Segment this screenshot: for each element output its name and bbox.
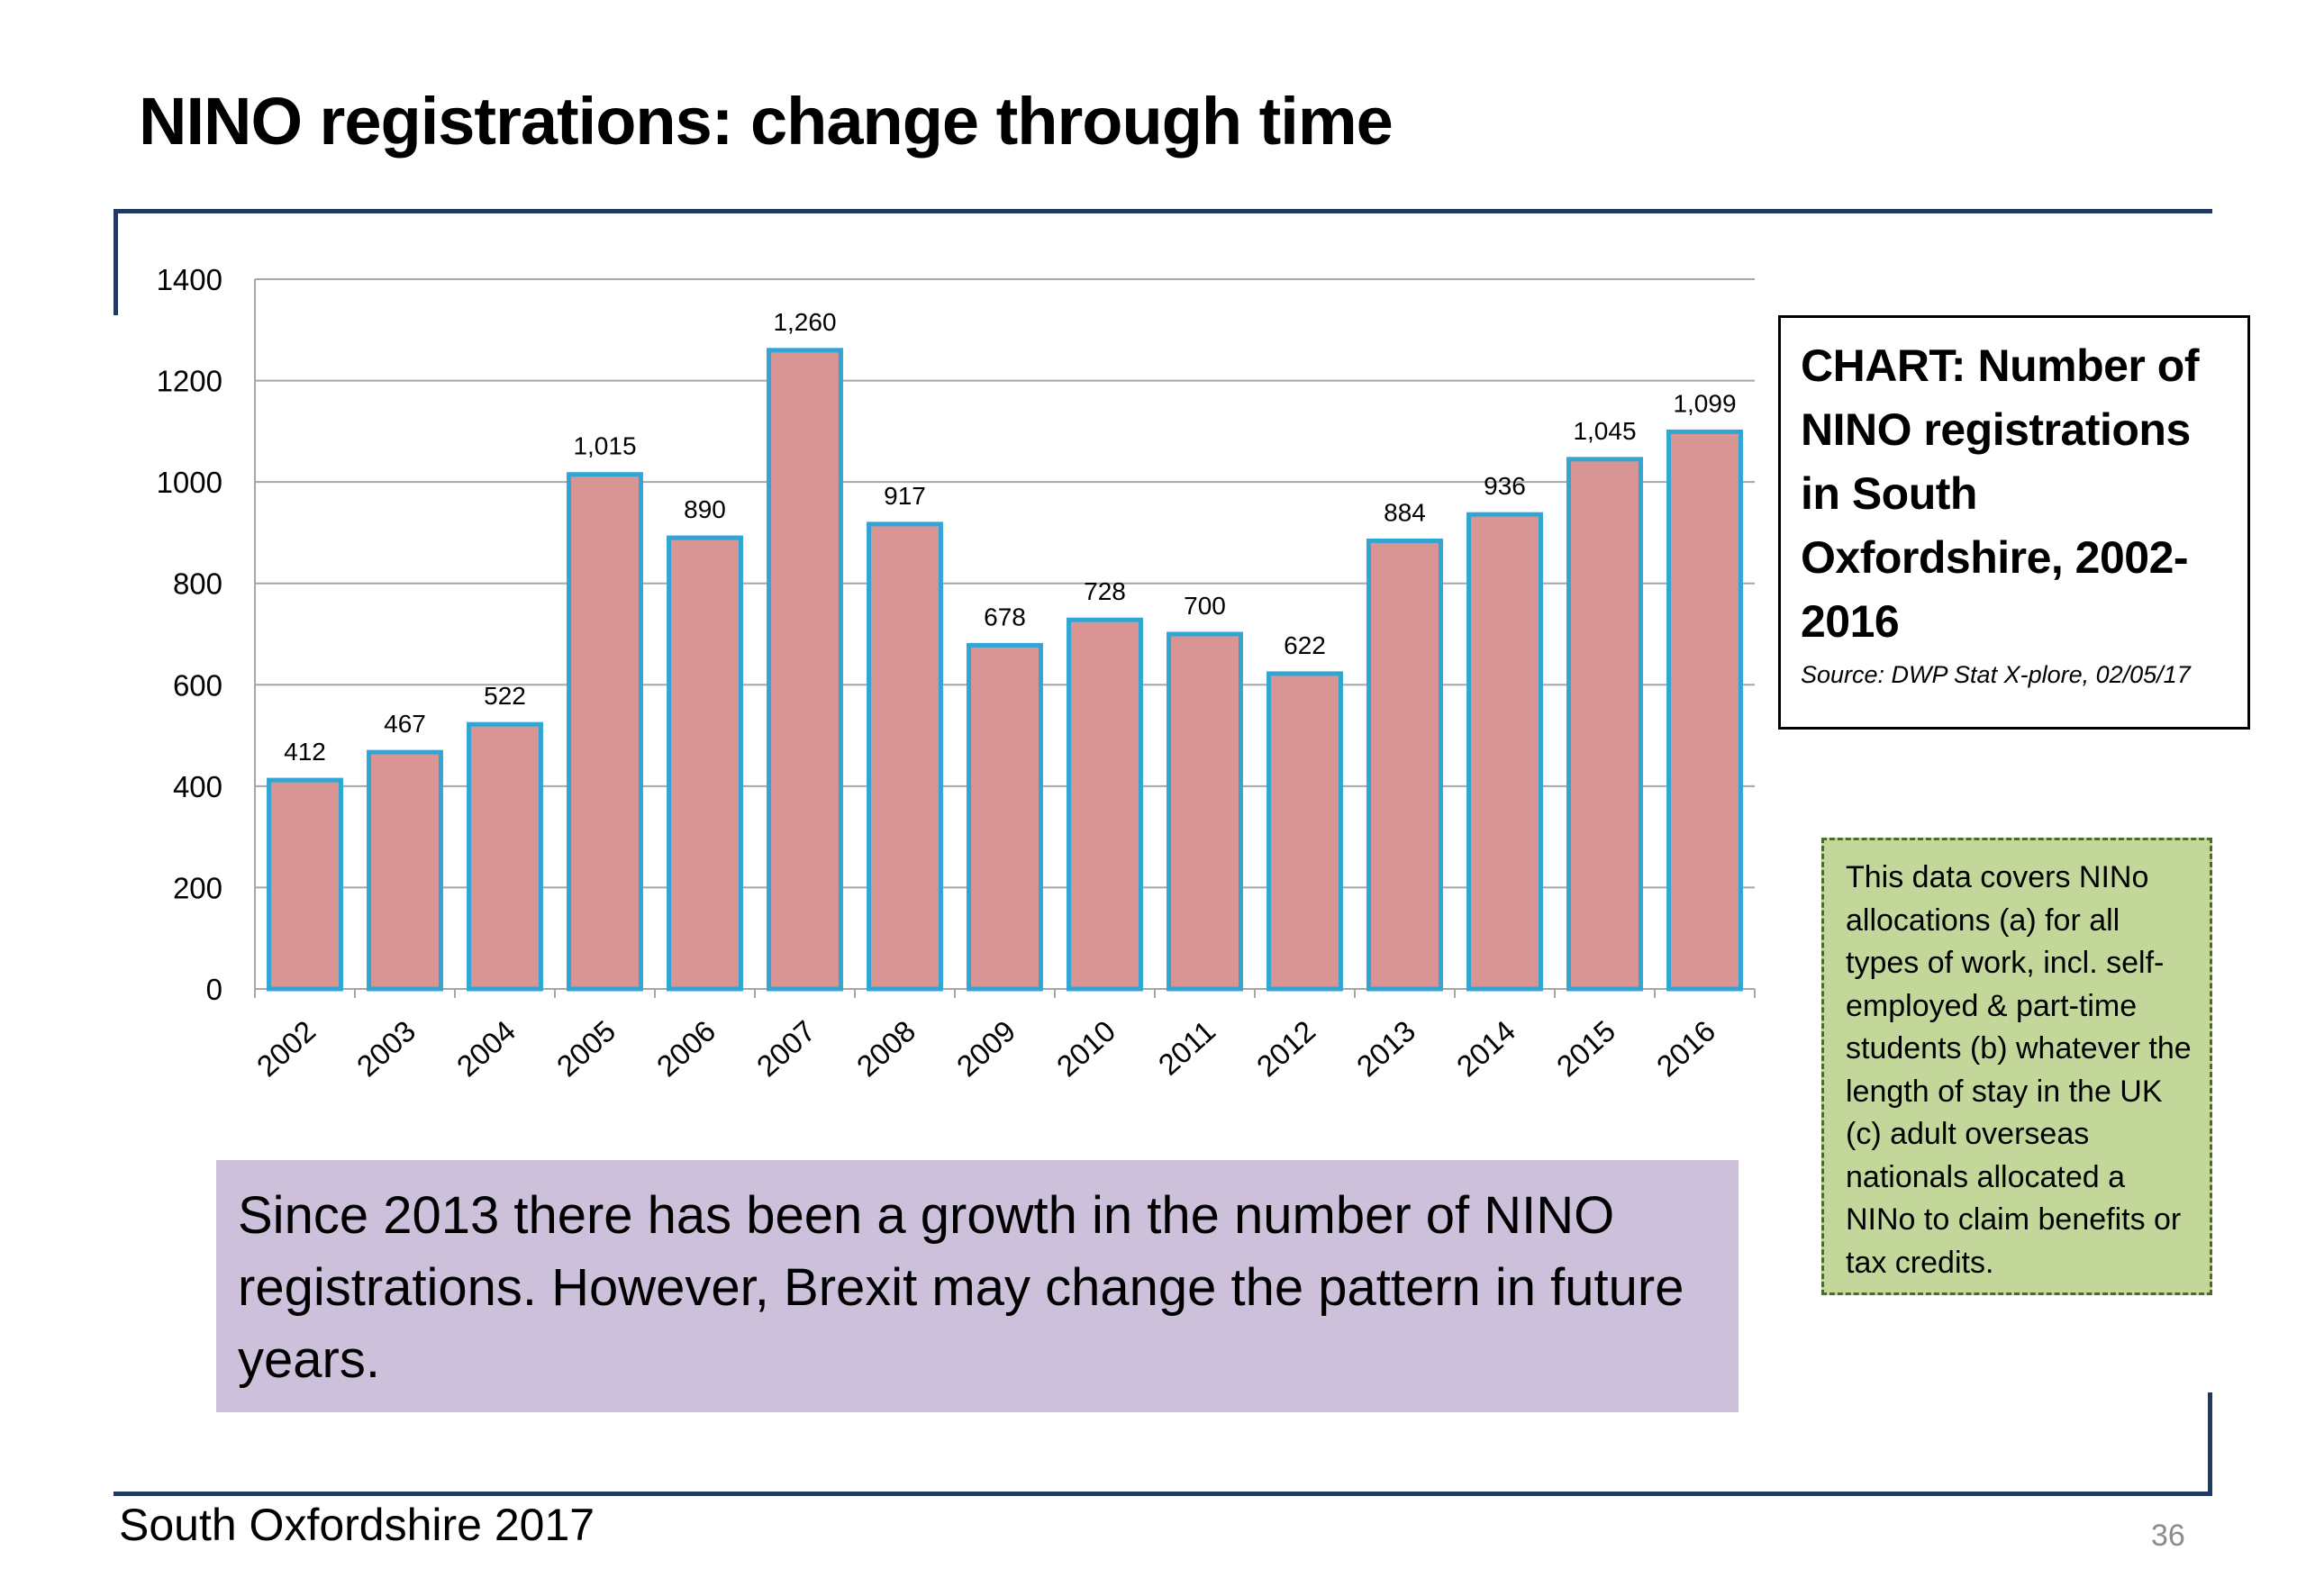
y-tick-label: 800 <box>173 567 222 601</box>
x-tick-label: 2012 <box>1250 1014 1321 1084</box>
x-tick-label: 2008 <box>850 1014 921 1084</box>
x-tick-label: 2014 <box>1450 1014 1521 1084</box>
x-tick-label: 2002 <box>250 1014 322 1084</box>
x-tick-label: 2015 <box>1550 1014 1621 1084</box>
bar <box>967 642 1043 992</box>
bar <box>667 535 743 992</box>
chart-source: Source: DWP Stat X-plore, 02/05/17 <box>1801 661 2191 688</box>
data-label: 412 <box>284 738 326 766</box>
slide-title: NINO registrations: change through time <box>139 84 1394 159</box>
data-coverage-note: This data covers NINo allocations (a) fo… <box>1821 838 2212 1295</box>
x-tick-label: 2013 <box>1350 1014 1421 1084</box>
data-label: 917 <box>884 482 926 510</box>
data-label: 936 <box>1484 472 1526 500</box>
x-tick-label: 2003 <box>350 1014 422 1084</box>
data-label: 884 <box>1384 498 1426 526</box>
y-tick-label: 400 <box>173 770 222 803</box>
bar <box>467 721 543 992</box>
data-label: 1,015 <box>573 432 636 460</box>
footer-text: South Oxfordshire 2017 <box>119 1500 595 1550</box>
chart-title-box: CHART: Number of NINO registrations in S… <box>1778 315 2250 730</box>
data-label: 1,260 <box>773 308 836 336</box>
page-number: 36 <box>2151 1519 2185 1553</box>
bar <box>1266 671 1343 992</box>
summary-callout: Since 2013 there has been a growth in th… <box>216 1160 1739 1412</box>
x-tick-label: 2011 <box>1152 1014 1221 1082</box>
x-tick-label: 2007 <box>750 1014 822 1084</box>
data-label: 522 <box>484 682 526 710</box>
y-tick-label: 1000 <box>157 466 222 499</box>
data-label: 728 <box>1084 577 1126 605</box>
data-label: 678 <box>984 603 1026 630</box>
bar <box>367 749 443 992</box>
x-tick-label: 2005 <box>550 1014 622 1084</box>
y-tick-label: 1400 <box>157 263 222 296</box>
bar <box>867 521 943 992</box>
bottom-rule <box>113 1492 2212 1496</box>
x-tick-label: 2016 <box>1650 1014 1721 1084</box>
chart-title: CHART: Number of NINO registrations in S… <box>1801 340 2199 647</box>
bar <box>267 777 343 992</box>
bar <box>1067 617 1143 992</box>
bar <box>1566 457 1643 992</box>
top-rule <box>113 209 2212 213</box>
x-tick-label: 2010 <box>1050 1014 1121 1084</box>
bar <box>1466 512 1543 992</box>
x-tick-label: 2004 <box>450 1014 522 1084</box>
top-left-tick <box>113 209 118 315</box>
y-tick-label: 0 <box>206 973 222 1006</box>
y-tick-label: 200 <box>173 871 222 904</box>
bottom-right-tick <box>2208 1392 2212 1496</box>
bar <box>1167 631 1243 992</box>
data-label: 1,045 <box>1573 417 1636 445</box>
bar <box>1366 538 1443 992</box>
data-label: 700 <box>1184 592 1226 620</box>
bar <box>1666 429 1743 992</box>
bar <box>767 348 843 992</box>
data-label: 890 <box>684 495 726 523</box>
data-label: 622 <box>1284 631 1326 659</box>
y-tick-label: 1200 <box>157 365 222 398</box>
x-tick-label: 2006 <box>650 1014 722 1084</box>
bar <box>567 472 643 992</box>
data-label: 1,099 <box>1673 389 1736 417</box>
x-tick-label: 2009 <box>950 1014 1021 1084</box>
y-tick-label: 600 <box>173 668 222 702</box>
data-label: 467 <box>384 710 426 738</box>
